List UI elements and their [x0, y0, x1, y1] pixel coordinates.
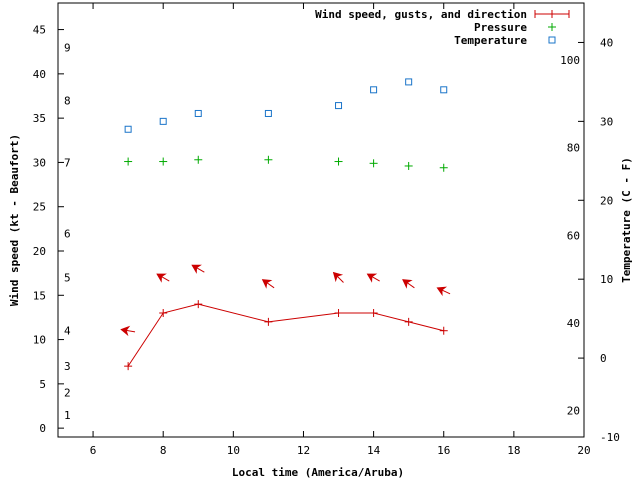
- y-left-tick-label: 25: [33, 201, 46, 214]
- y-left-axis-ticks: 0 5 10 15 20 25 30 35 40 45: [33, 24, 64, 435]
- temperature-point: [335, 102, 343, 110]
- beaufort-label: 7: [64, 156, 71, 169]
- beaufort-label: 6: [64, 227, 71, 240]
- beaufort-label: 9: [64, 41, 71, 54]
- legend-label-pressure: Pressure: [474, 21, 527, 34]
- y-left-tick-label: 30: [33, 156, 46, 169]
- y-right-fahrenheit-ticks: 20 40 60 80 100: [560, 54, 580, 418]
- temperature-point: [194, 109, 202, 117]
- legend-label-wind: Wind speed, gusts, and direction: [315, 8, 527, 21]
- wind-arrow-head: [261, 279, 273, 289]
- wind-direction-arrow: [436, 286, 451, 297]
- temperature-series-layer: [124, 78, 448, 133]
- y-right-fahrenheit-label: 60: [567, 229, 580, 242]
- wind-arrow-head: [156, 273, 167, 283]
- x-tick-label: 16: [437, 444, 450, 457]
- y-left-tick-label: 10: [33, 334, 46, 347]
- y-left-tick-label: 5: [39, 378, 46, 391]
- x-tick-label: 6: [90, 444, 97, 457]
- y-left-tick-label: 40: [33, 68, 46, 81]
- y-right-celsius-label: 0: [600, 352, 607, 365]
- x-tick-label: 18: [507, 444, 520, 457]
- y-right-fahrenheit-label: 20: [567, 405, 580, 418]
- y-right-celsius-label: 10: [600, 273, 613, 286]
- beaufort-label: 3: [64, 360, 71, 373]
- wind-direction-arrow: [120, 325, 136, 337]
- y-right-celsius-label: 30: [600, 115, 613, 128]
- beaufort-label: 8: [64, 94, 71, 107]
- temperature-point: [370, 86, 378, 94]
- wind-direction-layer: [120, 264, 451, 337]
- wind-arrow-head: [120, 325, 131, 337]
- wind-direction-arrow: [156, 273, 170, 283]
- temperature-point: [124, 125, 132, 133]
- y-right-celsius-label: 20: [600, 194, 613, 207]
- y-right-celsius-label: 40: [600, 36, 613, 49]
- wind-arrow-head: [191, 264, 202, 274]
- wind-arrow-head: [436, 286, 448, 297]
- wind-arrow-head: [332, 271, 344, 283]
- y-right-fahrenheit-label: 80: [567, 142, 580, 155]
- y-right-celsius-ticks: -10 0 10 20 30 40: [578, 36, 620, 444]
- wind-direction-arrow: [402, 279, 415, 289]
- pressure-series-layer: [124, 155, 448, 172]
- y-left-axis-label: Wind speed (kt - Beaufort): [8, 134, 21, 306]
- plot-clip-group: [120, 78, 451, 371]
- beaufort-label: 4: [64, 325, 71, 338]
- plot-frame: [57, 2, 585, 438]
- y-left-tick-label: 20: [33, 245, 46, 258]
- y-left-tick-label: 45: [33, 24, 46, 37]
- x-tick-label: 10: [227, 444, 240, 457]
- temperature-point: [405, 78, 413, 86]
- wind-series-layer: [124, 300, 448, 371]
- beaufort-labels: 1 2 3 4 5 6 7 8 9: [64, 41, 71, 422]
- temperature-point: [440, 86, 448, 94]
- y-right-axis-label: Temperature (C - F): [620, 157, 633, 283]
- x-tick-label: 20: [577, 444, 590, 457]
- wind-direction-arrow: [332, 271, 344, 283]
- beaufort-label: 2: [64, 387, 71, 400]
- beaufort-label: 1: [64, 409, 71, 422]
- x-tick-label: 8: [160, 444, 167, 457]
- beaufort-label: 5: [64, 272, 71, 285]
- x-tick-label: 14: [367, 444, 381, 457]
- legend-label-temperature: Temperature: [454, 34, 527, 47]
- x-axis-ticks: 6 8 10 12 14 16 18 20: [90, 3, 591, 457]
- y-left-tick-label: 35: [33, 112, 46, 125]
- wind-arrow-head: [366, 273, 378, 283]
- wind-direction-arrow: [366, 273, 380, 283]
- temperature-point: [159, 117, 167, 125]
- y-left-tick-label: 15: [33, 289, 46, 302]
- wind-direction-arrow: [261, 279, 275, 289]
- temperature-point: [264, 109, 272, 117]
- wind-speed-line: [127, 303, 444, 367]
- wind-direction-arrow: [191, 264, 205, 274]
- y-left-tick-label: 0: [39, 422, 46, 435]
- legend-swatch-temperature: [548, 36, 556, 44]
- y-right-fahrenheit-label: 100: [560, 54, 580, 67]
- legend: Wind speed, gusts, and direction Pressur…: [315, 8, 570, 47]
- x-axis-label: Local time (America/Aruba): [232, 466, 404, 479]
- wind-arrow-head: [402, 279, 413, 289]
- x-tick-label: 12: [297, 444, 310, 457]
- y-right-fahrenheit-label: 40: [567, 317, 580, 330]
- y-right-celsius-label: -10: [600, 431, 620, 444]
